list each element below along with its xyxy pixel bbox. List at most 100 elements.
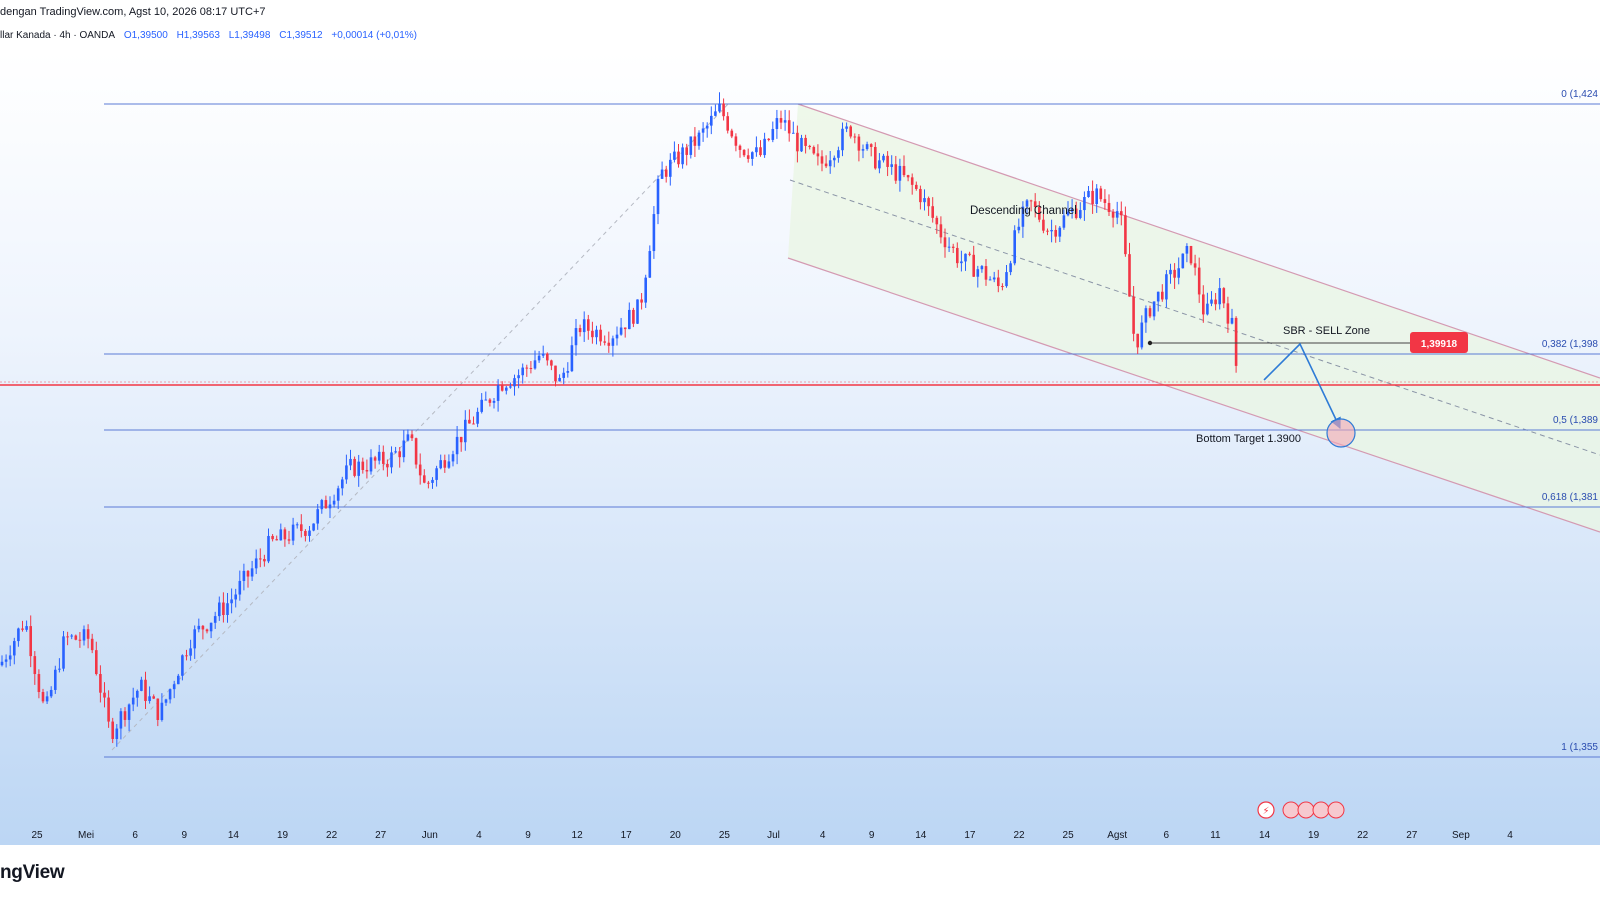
flag-event-icon-2[interactable] — [1297, 801, 1315, 819]
candle-body — [455, 436, 459, 455]
candle-body — [127, 704, 131, 720]
candle-body — [386, 463, 389, 468]
x-tick-label: 6 — [1164, 830, 1170, 841]
candle-body — [41, 692, 45, 702]
candle-body — [90, 638, 94, 651]
candle-body — [726, 116, 729, 131]
event-markers[interactable]: ⚡ — [1257, 801, 1345, 819]
candle-body — [611, 338, 615, 346]
candle-body — [480, 399, 483, 412]
candle-body — [58, 668, 61, 670]
candle-body — [1021, 206, 1025, 227]
candle-body — [328, 504, 332, 509]
candle-body — [775, 118, 779, 129]
candle-body — [439, 460, 442, 469]
candle-body — [632, 309, 635, 324]
candle-body — [1083, 197, 1086, 211]
candle-body — [956, 247, 959, 264]
candle-body — [1161, 291, 1164, 300]
candle-body — [808, 145, 811, 148]
fib-label-0618: 0,618 (1,381 — [1542, 492, 1599, 503]
candle-body — [541, 353, 545, 356]
candle-body — [238, 580, 242, 595]
x-tick-label: 9 — [869, 830, 875, 841]
flag-event-icon-1[interactable] — [1282, 801, 1300, 819]
candle-body — [554, 365, 557, 382]
candle-body — [820, 156, 824, 164]
candle-body — [1124, 215, 1127, 255]
candle-body — [1156, 291, 1160, 302]
x-tick-label: Jul — [767, 830, 780, 841]
x-tick-label: 22 — [1013, 830, 1025, 841]
candle-body — [172, 684, 176, 690]
candle-body — [861, 149, 865, 151]
x-tick-label: 9 — [182, 830, 188, 841]
descending-channel-fill — [788, 104, 1600, 532]
candle-body — [443, 460, 447, 468]
candle-body — [1066, 211, 1070, 216]
candle-body — [1120, 211, 1123, 216]
candle-body — [1095, 188, 1098, 205]
candle-body — [103, 692, 106, 698]
candle-body — [1177, 268, 1180, 278]
candle-body — [619, 327, 623, 335]
candle-body — [410, 434, 414, 439]
candle-body — [587, 319, 590, 331]
candle-body — [722, 103, 725, 117]
candle-body — [1230, 317, 1234, 324]
candle-body — [1226, 303, 1230, 324]
candle-body — [279, 529, 283, 541]
candle-body — [931, 206, 934, 218]
candle-body — [513, 378, 516, 387]
candle-body — [468, 419, 471, 424]
candle-body — [8, 655, 12, 660]
candle-body — [1189, 245, 1193, 264]
candle-body — [582, 319, 586, 333]
candle-body — [566, 371, 570, 373]
symbol-label[interactable]: llar Kanada · 4h · OANDA — [0, 30, 116, 41]
candle-body — [218, 602, 221, 617]
x-tick-label: 14 — [228, 830, 240, 841]
candle-body — [283, 529, 287, 540]
candle-body — [13, 641, 16, 656]
x-tick-label: 19 — [1308, 830, 1320, 841]
fib-label-05: 0,5 (1,389 — [1553, 415, 1598, 426]
candle-body — [189, 648, 192, 656]
candle-body — [951, 246, 955, 248]
candle-body — [673, 151, 676, 160]
flag-event-icon-3[interactable] — [1312, 801, 1330, 819]
candle-body — [550, 360, 553, 366]
candle-body — [984, 266, 988, 280]
candle-body — [857, 136, 861, 151]
candle-body — [882, 155, 885, 161]
x-tick-label: 27 — [375, 830, 387, 841]
candle-body — [1202, 294, 1205, 315]
candle-body — [107, 697, 110, 722]
candle-body — [242, 570, 246, 581]
candle-body — [144, 679, 147, 702]
candle-body — [308, 530, 311, 536]
candle-body — [17, 628, 20, 642]
candle-body — [521, 367, 524, 376]
candle-body — [357, 461, 360, 476]
candle-body — [423, 475, 426, 483]
candle-body — [312, 523, 315, 531]
candle-body — [1074, 208, 1078, 218]
candle-body — [1017, 226, 1021, 231]
candle-body — [845, 126, 848, 129]
candle-body — [751, 152, 754, 159]
candle-body — [398, 451, 401, 458]
candle-body — [353, 458, 356, 476]
lightning-event-icon[interactable] — [1257, 801, 1275, 819]
candle-body — [677, 151, 680, 165]
flag-event-icon-4[interactable] — [1327, 801, 1345, 819]
candle-body — [1197, 267, 1201, 295]
candle-body — [140, 679, 143, 691]
candle-body — [779, 118, 783, 123]
candle-body — [992, 277, 996, 280]
candle-body — [201, 625, 205, 630]
candle-body — [705, 125, 709, 129]
candle-body — [382, 451, 385, 464]
time-axis-labels: 25 Mei 6 9 14 19 22 27 Jun 4 9 12 17 20 25 Jul 4 9 14 17 22 2… — [31, 830, 1513, 841]
